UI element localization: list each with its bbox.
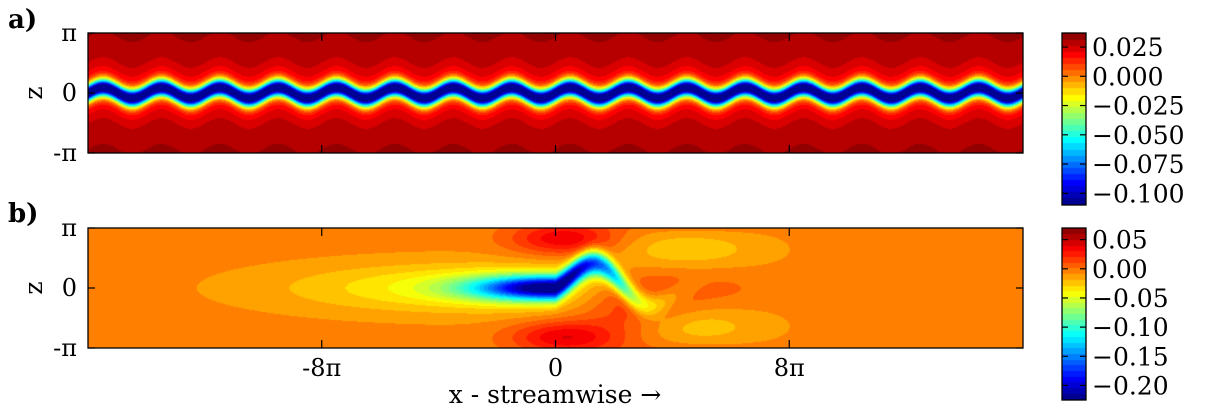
ytick-label: -π (53, 334, 77, 362)
ylabel-b: z (19, 281, 48, 294)
colorbar-tick-label: 0.025 (1092, 33, 1164, 62)
colorbar-a-gradient (1062, 33, 1086, 205)
colorbar-tick-label: −0.075 (1092, 150, 1185, 179)
colorbar-b-ticks: 0.050.00−0.05−0.10−0.15−0.20 (1062, 226, 1169, 400)
xtick-label: 8π (774, 354, 805, 382)
colorbar-tick-label: 0.000 (1092, 62, 1164, 91)
colorbar-tick-label: −0.100 (1092, 179, 1185, 208)
y-ticks-b: π 0 -π (53, 214, 1023, 362)
colorbar-a-frame (1061, 32, 1087, 206)
ylabel-a: z (19, 86, 48, 99)
colorbar-tick-label: −0.05 (1092, 284, 1169, 313)
y-ticks-a: π 0 -π (53, 19, 1023, 167)
heatmap-a-field (88, 33, 1023, 153)
colorbar-tick-label: −0.10 (1092, 313, 1169, 342)
xtick-label: -8π (302, 354, 341, 382)
colorbar-tick-label: −0.025 (1092, 92, 1185, 121)
colorbar-b-gradient (1062, 228, 1086, 400)
heatmap-b-field (88, 228, 1023, 348)
panel-a-label: a) (8, 5, 37, 35)
colorbar-tick-label: −0.20 (1092, 371, 1169, 400)
ytick-label: π (61, 214, 77, 242)
colorbar-b-frame (1061, 227, 1087, 401)
ytick-label: 0 (62, 79, 77, 107)
colorbar-tick-label: 0.00 (1092, 255, 1148, 284)
ytick-label: -π (53, 139, 77, 167)
x-ticks-b: -8π 0 8π (302, 228, 805, 382)
ytick-label: π (61, 19, 77, 47)
colorbar-tick-label: 0.05 (1092, 226, 1148, 255)
panel-b-label: b) (8, 199, 38, 229)
ytick-label: 0 (62, 274, 77, 302)
xtick-label: 0 (548, 354, 563, 382)
xlabel-b: x - streamwise → (449, 380, 662, 409)
colorbar-tick-label: −0.050 (1092, 121, 1185, 150)
colorbar-tick-label: −0.15 (1092, 342, 1169, 371)
